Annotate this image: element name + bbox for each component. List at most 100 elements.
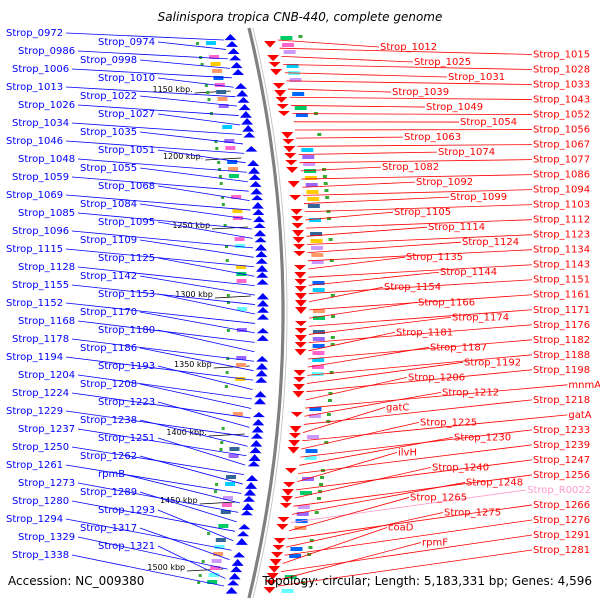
right-gene-label: Strop_1240 bbox=[432, 462, 489, 473]
right-strand-gene-arrow bbox=[292, 230, 305, 237]
left-gene-label: Strop_1026 bbox=[18, 100, 75, 111]
left-strand-gene-arrow bbox=[253, 216, 266, 223]
left-label-leader bbox=[71, 68, 232, 79]
left-feature-stripe bbox=[206, 41, 217, 45]
right-gene-label: Strop_1171 bbox=[533, 305, 590, 316]
left-strand-gene-arrow bbox=[225, 587, 238, 594]
left-strand-gene-arrow bbox=[252, 419, 265, 426]
left-gene-label: Strop_1178 bbox=[12, 334, 69, 345]
right-label-leader bbox=[306, 226, 428, 237]
right-feature-stripe bbox=[280, 36, 293, 40]
left-gene-label: Strop_1155 bbox=[12, 280, 69, 291]
right-gene-label: Strop_1218 bbox=[533, 395, 590, 406]
right-strand-gene-arrow bbox=[289, 426, 302, 433]
left-gene-label: Strop_1006 bbox=[12, 64, 69, 75]
left-gene-label: Strop_1289 bbox=[80, 487, 137, 498]
right-strand-gene-arrow bbox=[268, 62, 281, 68]
left-marker-dot bbox=[225, 259, 229, 262]
right-gene-label: Strop_1012 bbox=[380, 42, 437, 53]
left-label-leader bbox=[157, 329, 255, 353]
right-marker-dot bbox=[329, 371, 334, 374]
right-feature-stripe bbox=[310, 239, 323, 243]
right-label-leader bbox=[277, 549, 533, 587]
right-gene-label: Strop_1206 bbox=[408, 372, 465, 383]
right-strand-gene-arrow bbox=[293, 244, 306, 250]
right-strand-gene-arrow bbox=[294, 300, 307, 307]
left-strand-gene-arrow bbox=[255, 363, 268, 370]
left-label-leader bbox=[122, 473, 240, 504]
left-strand-gene-arrow bbox=[229, 55, 242, 61]
right-strand-gene-arrow bbox=[292, 391, 305, 398]
left-marker-dot bbox=[226, 301, 230, 304]
scale-tick-line bbox=[199, 501, 236, 505]
right-marker-dot bbox=[324, 189, 329, 192]
right-label-leader bbox=[307, 234, 533, 245]
right-label-leader bbox=[307, 354, 533, 376]
right-strand-gene-arrow bbox=[273, 538, 286, 544]
left-marker-dot bbox=[226, 329, 230, 332]
right-strand-gene-arrow bbox=[294, 321, 307, 327]
scale-tick-label: 1350 kbp bbox=[174, 360, 212, 369]
left-feature-stripe bbox=[236, 279, 247, 283]
left-label-leader bbox=[77, 212, 253, 230]
left-label-leader bbox=[139, 455, 243, 485]
right-label-leader bbox=[293, 474, 533, 507]
right-gene-label: Strop_1187 bbox=[430, 342, 487, 353]
left-feature-stripe bbox=[211, 559, 222, 563]
left-feature-stripe bbox=[220, 510, 231, 514]
left-feature-stripe bbox=[228, 174, 239, 178]
left-marker-dot bbox=[226, 357, 230, 360]
right-feature-stripe bbox=[290, 547, 303, 551]
left-strand-gene-arrow bbox=[224, 34, 237, 41]
right-gene-label: Strop_1225 bbox=[420, 417, 477, 428]
left-strand-gene-arrow bbox=[249, 447, 262, 454]
left-feature-stripe bbox=[235, 363, 246, 367]
left-strand-gene-arrow bbox=[235, 538, 248, 545]
right-marker-dot bbox=[330, 336, 335, 339]
left-gene-label: Strop_1251 bbox=[98, 433, 155, 444]
left-strand-gene-arrow bbox=[237, 531, 250, 537]
left-strand-gene-arrow bbox=[245, 146, 258, 152]
scale-tick-line bbox=[208, 433, 245, 437]
left-label-leader bbox=[77, 536, 228, 570]
right-strand-gene-arrow bbox=[267, 55, 280, 62]
left-gene-label: Strop_1013 bbox=[6, 82, 63, 93]
left-label-leader bbox=[157, 257, 255, 277]
left-feature-stripe bbox=[234, 237, 245, 241]
right-gene-label: Strop_1028 bbox=[533, 65, 590, 76]
right-gene-label: Strop_1086 bbox=[533, 170, 590, 181]
left-feature-stripe bbox=[226, 475, 237, 479]
left-label-leader bbox=[139, 491, 237, 523]
left-feature-stripe bbox=[218, 104, 229, 108]
right-label-leader bbox=[308, 286, 384, 303]
right-feature-stripe bbox=[311, 372, 324, 376]
left-feature-stripe bbox=[229, 447, 240, 451]
right-label-leader bbox=[302, 406, 386, 433]
right-label-leader bbox=[308, 279, 533, 294]
right-label-leader bbox=[289, 96, 533, 100]
right-strand-gene-arrow bbox=[265, 580, 278, 586]
left-gene-label: Strop_1125 bbox=[98, 253, 155, 264]
left-marker-dot bbox=[224, 385, 228, 388]
right-marker-dot bbox=[320, 476, 325, 479]
left-label-leader bbox=[65, 518, 232, 551]
left-strand-gene-arrow bbox=[244, 489, 257, 496]
left-gene-label: Strop_1095 bbox=[98, 217, 155, 228]
right-gene-label: Strop_1198 bbox=[533, 365, 590, 376]
left-label-leader bbox=[139, 275, 255, 296]
left-marker-dot bbox=[204, 84, 208, 87]
left-label-leader bbox=[71, 122, 242, 135]
right-label-leader bbox=[308, 294, 533, 311]
right-label-leader bbox=[305, 376, 408, 401]
scale-tick-label: 1200 kbp. bbox=[163, 152, 203, 161]
left-strand-gene-arrow bbox=[253, 223, 266, 229]
right-marker-dot bbox=[318, 490, 323, 493]
right-feature-stripe bbox=[307, 197, 320, 201]
left-gene-label: Strop_1238 bbox=[80, 415, 137, 426]
left-strand-gene-arrow bbox=[250, 433, 263, 439]
left-gene-label: Strop_1153 bbox=[98, 289, 155, 300]
left-marker-dot bbox=[200, 63, 204, 66]
right-gene-label: Strop_1281 bbox=[533, 545, 590, 556]
left-label-leader bbox=[157, 149, 246, 164]
right-label-leader bbox=[303, 196, 450, 204]
